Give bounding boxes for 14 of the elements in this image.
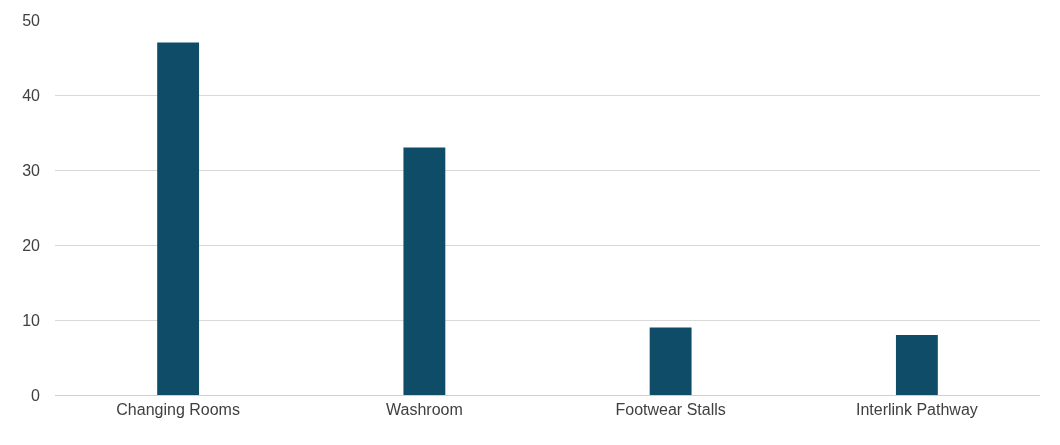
y-tick-label: 10 (22, 311, 41, 329)
y-tick-label: 40 (22, 86, 41, 104)
x-tick-label: Washroom (386, 401, 463, 419)
y-tick-label: 20 (22, 236, 41, 254)
x-tick-label: Changing Rooms (116, 401, 240, 419)
x-tick-label: Interlink Pathway (855, 401, 978, 419)
y-tick-label: 50 (22, 11, 41, 29)
y-tick-label: 0 (31, 386, 41, 404)
bar (403, 147, 446, 395)
bar (895, 335, 938, 395)
bar (649, 327, 692, 395)
x-tick-label: Footwear Stalls (615, 401, 726, 419)
y-tick-label: 30 (22, 161, 41, 179)
bar (157, 42, 200, 395)
